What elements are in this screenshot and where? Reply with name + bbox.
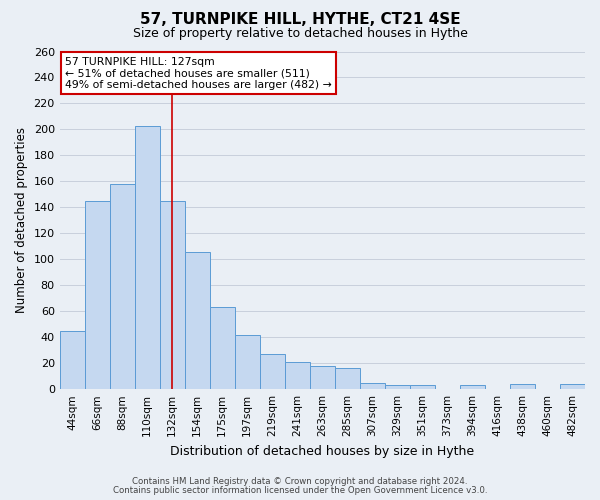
Text: Contains public sector information licensed under the Open Government Licence v3: Contains public sector information licen… [113, 486, 487, 495]
Bar [335, 368, 360, 389]
Bar [410, 386, 435, 389]
Text: Size of property relative to detached houses in Hythe: Size of property relative to detached ho… [133, 28, 467, 40]
Bar [285, 362, 310, 389]
Bar [85, 201, 110, 389]
Bar [360, 382, 385, 389]
Bar [510, 384, 535, 389]
Bar [235, 334, 260, 389]
Y-axis label: Number of detached properties: Number of detached properties [15, 128, 28, 314]
Bar [210, 308, 235, 389]
Bar [135, 126, 160, 389]
Bar [260, 354, 285, 389]
Text: 57 TURNPIKE HILL: 127sqm
← 51% of detached houses are smaller (511)
49% of semi-: 57 TURNPIKE HILL: 127sqm ← 51% of detach… [65, 56, 332, 90]
Bar [160, 201, 185, 389]
Text: 57, TURNPIKE HILL, HYTHE, CT21 4SE: 57, TURNPIKE HILL, HYTHE, CT21 4SE [140, 12, 460, 28]
X-axis label: Distribution of detached houses by size in Hythe: Distribution of detached houses by size … [170, 444, 475, 458]
Bar [59, 330, 85, 389]
Bar [185, 252, 210, 389]
Bar [310, 366, 335, 389]
Bar [385, 386, 410, 389]
Text: Contains HM Land Registry data © Crown copyright and database right 2024.: Contains HM Land Registry data © Crown c… [132, 477, 468, 486]
Bar [560, 384, 585, 389]
Bar [110, 184, 135, 389]
Bar [460, 386, 485, 389]
